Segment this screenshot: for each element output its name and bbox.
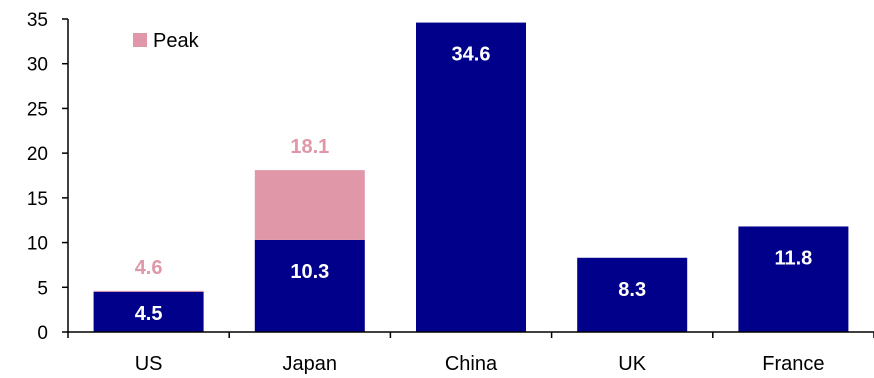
data-label-base: 11.8: [774, 247, 812, 269]
data-labels-group: 4.5 4.6 10.3 18.1 34.6 8.3 11.8: [135, 44, 813, 325]
x-category-label: US: [135, 353, 163, 375]
x-ticks-group: US Japan China UK France: [67, 332, 874, 375]
bar-peak: [254, 170, 365, 240]
data-label-base: 8.3: [618, 279, 646, 301]
x-category-label: China: [445, 353, 498, 375]
axes-group: [67, 19, 874, 333]
bar-base: [577, 257, 688, 332]
legend-label-peak: Peak: [153, 30, 200, 52]
data-label-peak: 18.1: [290, 136, 329, 158]
data-label-base: 10.3: [290, 261, 329, 283]
y-tick-label: 0: [37, 323, 48, 344]
bar-base: [738, 226, 849, 332]
data-label-base: 4.5: [135, 303, 163, 325]
y-tick-label: 15: [27, 189, 48, 210]
x-category-label: Japan: [283, 353, 338, 375]
bar-base: [93, 291, 204, 332]
y-tick-label: 35: [27, 10, 48, 31]
bar-base: [254, 239, 365, 332]
bar-base: [416, 22, 526, 332]
bars-group: [93, 22, 849, 332]
y-tick-label: 20: [27, 144, 48, 165]
legend: Peak: [133, 30, 200, 52]
bar-peak: [93, 290, 204, 292]
y-tick-label: 5: [37, 278, 48, 299]
x-category-label: France: [762, 353, 824, 375]
y-tick-label: 25: [27, 99, 48, 120]
y-tick-label: 10: [27, 234, 48, 255]
data-label-peak: 4.6: [135, 257, 163, 279]
data-label-base: 34.6: [452, 44, 491, 66]
x-category-label: UK: [618, 353, 646, 375]
legend-swatch-peak: [133, 33, 147, 47]
y-tick-label: 30: [27, 55, 48, 76]
y-ticks-group: 0 5 10 15 20 25 30 35: [27, 10, 68, 344]
